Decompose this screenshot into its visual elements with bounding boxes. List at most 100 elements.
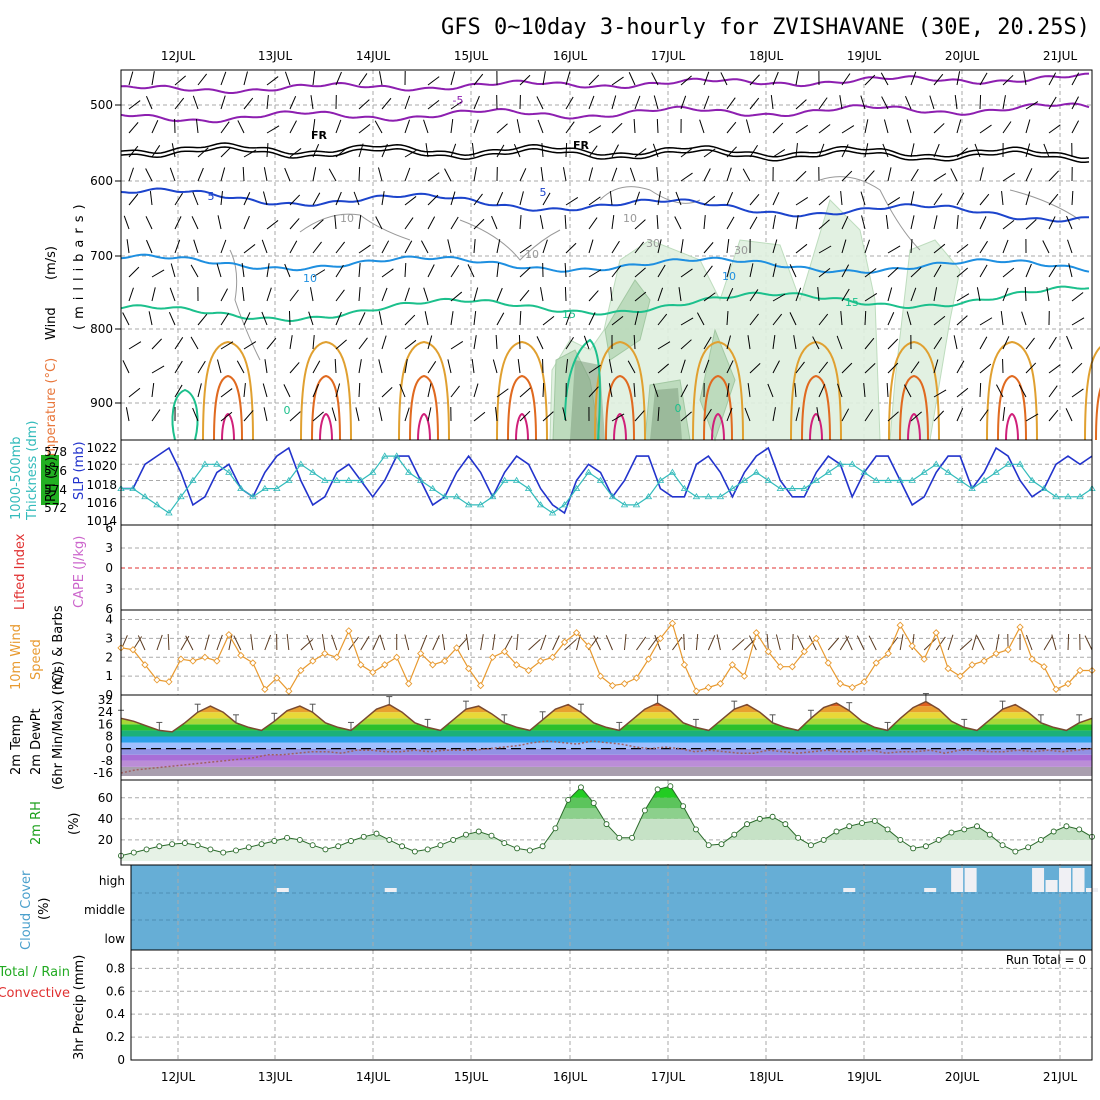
wind10-barb	[480, 634, 484, 651]
wind10-barb	[216, 634, 223, 651]
wind-barb	[611, 95, 617, 110]
wind10-point	[417, 649, 425, 658]
wind-barb	[634, 95, 641, 110]
wind-barb	[399, 383, 406, 398]
thickness-tick-label: 572	[44, 501, 67, 515]
wind-barb	[266, 263, 270, 278]
wind-barb	[726, 216, 735, 230]
wind-barb	[473, 335, 477, 350]
wind-barb	[516, 119, 521, 134]
wind-barb	[496, 287, 503, 302]
wind-barb	[653, 95, 659, 110]
cloud-tick-label: high	[99, 874, 125, 888]
wind-barb	[611, 240, 620, 254]
wind10-barb	[845, 635, 853, 651]
thickness-point	[872, 476, 880, 483]
thickness-line	[121, 455, 1093, 514]
thickness-point	[297, 460, 305, 467]
label-fr: FR	[311, 129, 328, 142]
slp-tick-label: 1014	[86, 514, 117, 528]
wind-barb	[795, 215, 799, 230]
wind-barb	[680, 359, 686, 374]
contour-hot	[1005, 412, 1019, 441]
isotherm-minus5	[120, 102, 1090, 124]
wind-barb	[794, 383, 797, 398]
rh2m-point	[744, 821, 750, 828]
wind-barb	[174, 360, 183, 374]
wind-barb	[536, 96, 544, 110]
wind-barb	[772, 71, 779, 86]
slp-y-label3: SLP (mb)	[72, 441, 87, 500]
wind-barb	[956, 315, 968, 326]
wind10-barb	[707, 635, 716, 651]
wind-barb	[1025, 191, 1031, 206]
wind-barb	[427, 216, 436, 230]
rh2m-point	[705, 842, 712, 849]
thickness-point	[285, 476, 293, 483]
wind-barb	[174, 239, 181, 254]
label-5: 5	[540, 186, 547, 199]
rh2m-point	[373, 830, 380, 837]
wind-barb	[609, 191, 613, 206]
label-10: 10	[303, 272, 317, 285]
wind-barb	[749, 193, 760, 206]
wind-barb	[517, 359, 521, 374]
wind-barb	[542, 411, 554, 422]
wind-barb	[1068, 263, 1073, 278]
wind-barb	[496, 123, 508, 134]
temp-tick-label: -16	[93, 766, 113, 780]
wind-barb	[703, 292, 716, 302]
rh2m-point	[463, 831, 469, 838]
wind-barb	[519, 168, 527, 182]
ylabel-cape: CAPE (J/kg)	[72, 536, 87, 608]
wind-barb	[933, 264, 942, 278]
wind-barb	[378, 311, 383, 326]
wind10-barb	[1025, 634, 1033, 651]
wind-barb	[680, 239, 684, 254]
wind-barb	[151, 145, 161, 158]
wind-barb	[220, 239, 227, 254]
ylabel-10m-wind: 10m Wind	[9, 624, 24, 690]
contour-hot	[809, 412, 823, 441]
wind10-point	[608, 681, 617, 690]
wind-tick-label: 4	[105, 613, 113, 627]
wind-barb	[795, 361, 805, 374]
wind-barb	[818, 143, 825, 158]
wind10-point	[860, 678, 868, 686]
rh2m-point	[731, 831, 738, 838]
wind-barb	[680, 172, 693, 182]
wind-barb	[467, 264, 475, 278]
thickness-point	[428, 484, 437, 492]
wind10-point	[788, 663, 796, 671]
wind-barb	[174, 192, 183, 206]
rh2m-point	[450, 836, 457, 843]
wind-barb	[381, 287, 388, 302]
isotherm-10	[120, 253, 1090, 274]
wind-barb	[404, 95, 411, 110]
temp-band	[121, 736, 1092, 743]
wind-barb	[312, 143, 320, 158]
wind-barb	[220, 95, 226, 110]
rh2m-point	[526, 847, 533, 854]
wind-barb	[979, 167, 984, 182]
wind-barb	[818, 245, 832, 254]
wind-barb	[450, 143, 457, 158]
wind-barb	[634, 219, 646, 230]
wind-barb	[168, 311, 176, 326]
wind10-point	[453, 644, 461, 652]
wind-barb	[312, 192, 321, 206]
wind-barb	[726, 191, 734, 206]
wind10-point	[656, 634, 665, 643]
wind10-barb	[683, 633, 685, 651]
wind-barb	[910, 361, 920, 374]
contour-warm-inner	[605, 374, 635, 441]
thickness-point	[464, 501, 473, 508]
wind-barb	[128, 387, 141, 398]
wind-barb	[841, 408, 850, 422]
wind-barb	[1021, 311, 1027, 326]
rh2m-point	[143, 846, 150, 853]
wind-barb	[956, 192, 965, 206]
wind-barb	[1002, 336, 1010, 350]
top-date-label: 19JUL	[847, 49, 882, 63]
wind-barb	[696, 312, 705, 326]
